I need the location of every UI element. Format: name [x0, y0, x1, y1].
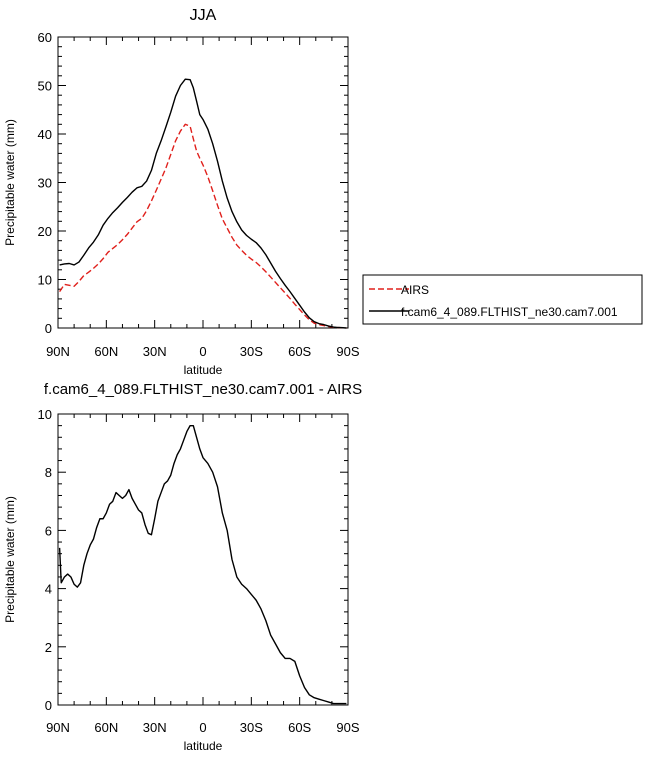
legend-entry-model: f.cam6_4_089.FLTHIST_ne30.cam7.001	[401, 305, 618, 319]
x-tick-label: 0	[199, 344, 206, 359]
x-axis-label: latitude	[184, 739, 223, 753]
chart-panel-2: f.cam6_4_089.FLTHIST_ne30.cam7.001 - AIR…	[3, 381, 362, 753]
legend-entry-airs: AIRS	[401, 283, 429, 297]
series-line-airs	[59, 123, 347, 329]
x-tick-label: 60N	[94, 720, 118, 735]
x-tick-label: 30S	[240, 720, 263, 735]
x-tick-label: 90S	[336, 720, 359, 735]
y-tick-label: 30	[38, 176, 52, 191]
y-axis-label: Precipitable water (mm)	[3, 119, 17, 246]
y-tick-label: 20	[38, 224, 52, 239]
chart-title: JJA	[190, 7, 217, 24]
x-tick-label: 90N	[46, 720, 70, 735]
y-tick-label: 0	[45, 321, 52, 336]
x-tick-label: 60S	[288, 720, 311, 735]
x-tick-label: 90S	[336, 344, 359, 359]
chart-panel-1: JJA 90N 60N 30N 0 30S 60S 90S 0 10 20 30 40 50 60 latit…	[3, 7, 643, 377]
x-tick-label: 30N	[143, 720, 167, 735]
y-tick-label: 0	[45, 698, 52, 713]
y-tick-label: 2	[45, 640, 52, 655]
series-line-model	[59, 78, 347, 329]
y-tick-label: 10	[38, 407, 52, 422]
y-tick-label: 10	[38, 273, 52, 288]
x-axis-label: latitude	[184, 363, 223, 377]
legend-box	[362, 274, 643, 325]
y-tick-label: 60	[38, 30, 52, 45]
x-tick-label: 30N	[143, 344, 167, 359]
y-tick-label: 4	[45, 582, 52, 597]
x-tick-label: 60N	[94, 344, 118, 359]
x-tick-label: 30S	[240, 344, 263, 359]
x-tick-label: 60S	[288, 344, 311, 359]
plot-frame	[57, 36, 349, 329]
chart-title: f.cam6_4_089.FLTHIST_ne30.cam7.001 - AIR…	[44, 381, 362, 398]
x-tick-label: 0	[199, 720, 206, 735]
series-line-difference	[58, 424, 347, 705]
x-tick-label: 90N	[46, 344, 70, 359]
y-tick-label: 6	[45, 523, 52, 538]
y-tick-label: 8	[45, 465, 52, 480]
y-axis-label: Precipitable water (mm)	[3, 496, 17, 623]
y-tick-label: 50	[38, 79, 52, 94]
y-tick-label: 40	[38, 127, 52, 142]
legend: AIRS f.cam6_4_089.FLTHIST_ne30.cam7.001	[362, 274, 643, 325]
